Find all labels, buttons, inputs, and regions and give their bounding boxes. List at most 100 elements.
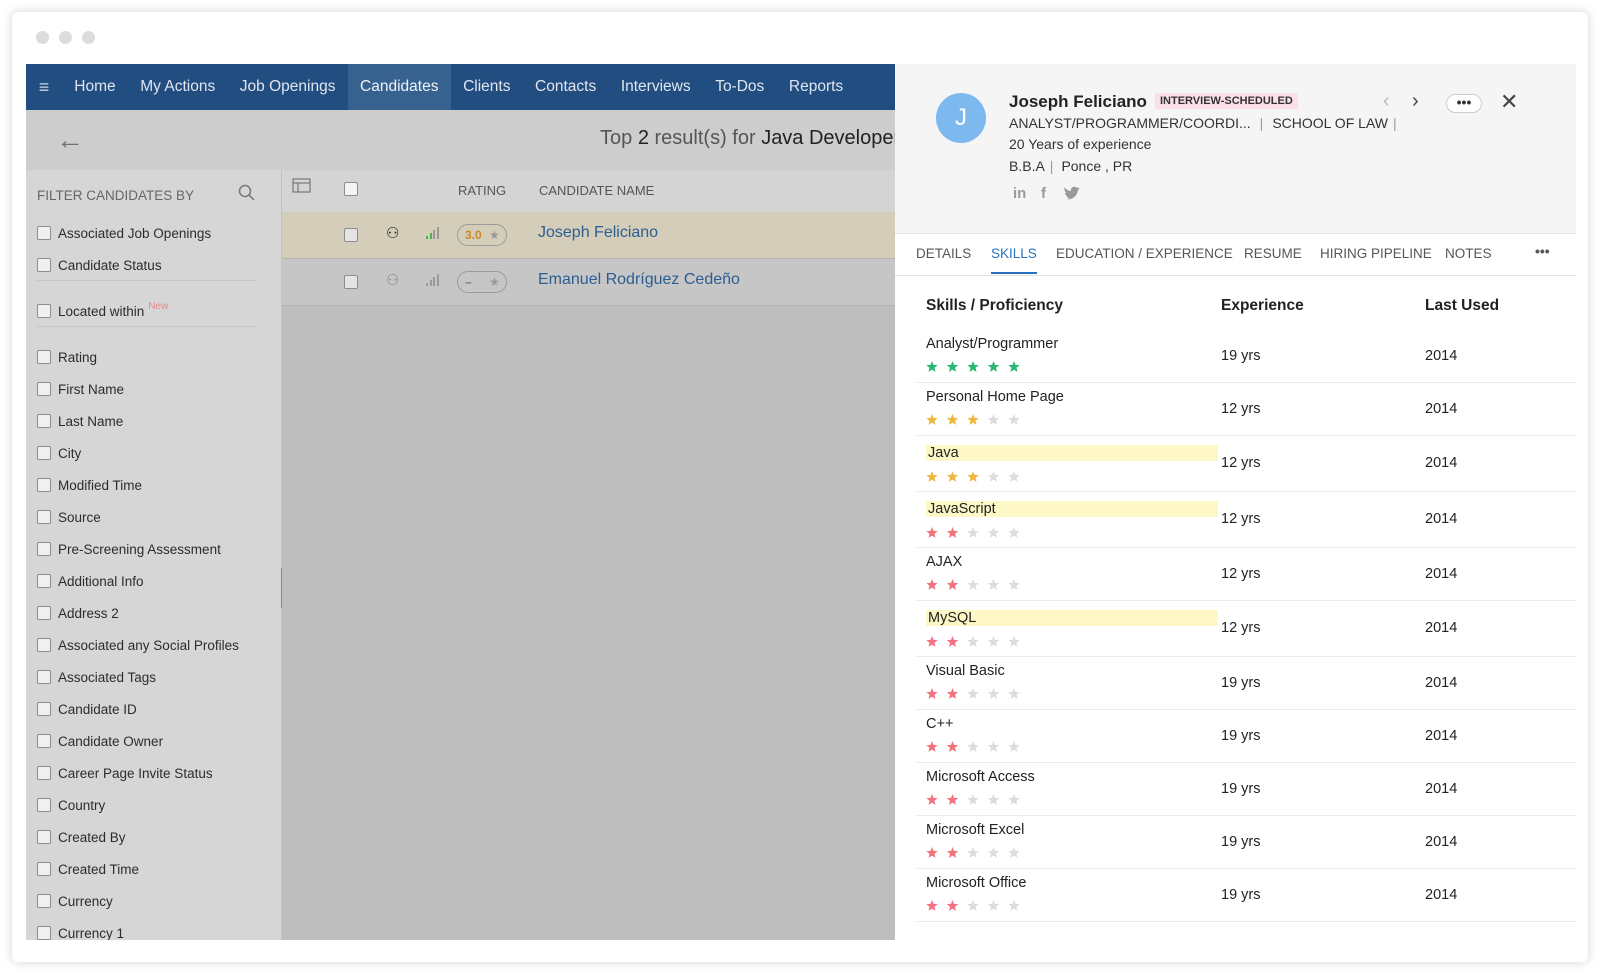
close-button[interactable]: ✕	[1500, 89, 1519, 114]
filter-checkbox[interactable]	[37, 702, 51, 716]
filter-item[interactable]: Currency 1	[37, 923, 124, 940]
tab[interactable]: HIRING PIPELINE	[1320, 246, 1432, 261]
skill-name: Microsoft Office	[926, 875, 1027, 891]
filter-checkbox[interactable]	[37, 304, 51, 318]
candidate-name[interactable]: Emanuel Rodríguez Cedeño	[538, 271, 740, 288]
filter-item[interactable]: Last Name	[37, 411, 123, 431]
filter-checkbox[interactable]	[37, 862, 51, 876]
row-checkbox[interactable]	[344, 275, 358, 289]
signal-bar	[436, 227, 439, 239]
filter-item[interactable]: Additional Info	[37, 571, 144, 591]
signal-bar	[426, 283, 428, 286]
filter-item[interactable]: Country	[37, 795, 105, 815]
filter-label: Career Page Invite Status	[58, 765, 213, 781]
skill-last-used: 2014	[1425, 400, 1458, 417]
skills-column-header: Skills / Proficiency	[926, 297, 1063, 314]
star	[1008, 900, 1020, 911]
candidate-row[interactable]: ⚇ 3.0 ★ Joseph Feliciano	[282, 212, 895, 259]
nav-item[interactable]: Clients	[463, 78, 511, 95]
filter-item[interactable]: Associated any Social Profiles	[37, 635, 239, 655]
tab[interactable]: RESUME	[1244, 246, 1302, 261]
skill-experience: 12 yrs	[1221, 620, 1261, 636]
filter-checkbox[interactable]	[37, 798, 51, 812]
filter-item[interactable]: Candidate Status	[37, 255, 162, 275]
filter-item[interactable]: Candidate Owner	[37, 731, 163, 751]
skill-experience: 12 yrs	[1221, 400, 1261, 417]
filter-item[interactable]: Located within New	[37, 301, 168, 321]
star	[946, 900, 959, 911]
filter-checkbox[interactable]	[37, 670, 51, 684]
binoculars-icon[interactable]: ⚇	[386, 272, 400, 289]
skill-stars	[926, 847, 1020, 858]
filter-item[interactable]: City	[37, 443, 81, 463]
filter-checkbox[interactable]	[37, 510, 51, 524]
star	[1008, 741, 1020, 752]
filter-item[interactable]: Created By	[37, 827, 126, 847]
filter-checkbox[interactable]	[37, 226, 51, 240]
filter-item[interactable]: Associated Tags	[37, 667, 156, 687]
nav-item[interactable]: Candidates	[347, 64, 451, 110]
rating-pill[interactable]: 3.0 ★	[457, 224, 507, 246]
nav-item[interactable]: Job Openings	[239, 78, 336, 95]
filter-checkbox[interactable]	[37, 638, 51, 652]
filter-checkbox[interactable]	[37, 830, 51, 844]
filter-checkbox[interactable]	[37, 542, 51, 556]
filter-checkbox[interactable]	[37, 478, 51, 492]
filter-checkbox[interactable]	[37, 574, 51, 588]
nav-item[interactable]: Contacts	[535, 78, 597, 95]
filter-checkbox[interactable]	[37, 734, 51, 748]
star	[967, 688, 979, 699]
twitter-icon[interactable]	[1063, 186, 1081, 202]
nav-item[interactable]: Reports	[788, 78, 844, 95]
select-all-checkbox[interactable]	[344, 182, 358, 196]
more-tabs[interactable]: •••	[1535, 243, 1550, 259]
filter-checkbox[interactable]	[37, 446, 51, 460]
candidate-name[interactable]: Joseph Feliciano	[538, 224, 659, 241]
nav-item[interactable]: My Actions	[140, 78, 216, 95]
filter-item[interactable]: Created Time	[37, 859, 139, 879]
previous-button[interactable]: ‹	[1383, 90, 1390, 112]
tab[interactable]: SKILLS	[991, 233, 1037, 274]
rating-value: 3.0	[465, 228, 482, 242]
filter-checkbox[interactable]	[37, 766, 51, 780]
more-button[interactable]: •••	[1446, 94, 1482, 113]
filter-checkbox[interactable]	[37, 382, 51, 396]
filter-checkbox[interactable]	[37, 414, 51, 428]
filter-item[interactable]: Rating	[37, 347, 97, 367]
skill-experience: 19 yrs	[1221, 674, 1261, 691]
filter-checkbox[interactable]	[37, 258, 51, 272]
star	[987, 414, 1000, 425]
filter-checkbox[interactable]	[37, 350, 51, 364]
nav-item[interactable]: To-Dos	[715, 78, 765, 95]
filter-item[interactable]: Career Page Invite Status	[37, 763, 213, 783]
linkedin-icon[interactable]: in	[1013, 185, 1027, 202]
search-icon[interactable]	[238, 184, 256, 202]
result-count: 2	[637, 127, 649, 149]
filter-checkbox[interactable]	[37, 606, 51, 620]
column-settings-icon[interactable]	[292, 178, 314, 196]
nav-item[interactable]: Home	[74, 78, 116, 95]
tab[interactable]: NOTES	[1445, 246, 1492, 261]
filter-item[interactable]: Modified Time	[37, 475, 142, 495]
tab[interactable]: DETAILS	[916, 246, 972, 261]
filter-item[interactable]: Pre-Screening Assessment	[37, 539, 221, 559]
binoculars-icon[interactable]: ⚇	[386, 225, 400, 242]
row-checkbox[interactable]	[344, 228, 358, 242]
filter-item[interactable]: First Name	[37, 379, 124, 399]
filter-checkbox[interactable]	[37, 894, 51, 908]
next-button[interactable]: ›	[1412, 90, 1419, 112]
menu-icon[interactable]: ≡	[38, 76, 50, 97]
facebook-icon[interactable]: f	[1041, 185, 1046, 202]
tab[interactable]: EDUCATION / EXPERIENCE	[1056, 246, 1233, 261]
filter-item[interactable]: Address 2	[37, 603, 119, 623]
filter-item[interactable]: Currency	[37, 891, 113, 911]
candidate-row[interactable]: ⚇ – ★ Emanuel Rodríguez Cedeño	[282, 259, 895, 306]
nav-item[interactable]: Interviews	[620, 78, 691, 95]
filter-item[interactable]: Associated Job Openings	[37, 223, 211, 243]
rating-pill[interactable]: – ★	[457, 271, 507, 293]
filter-item[interactable]: Source	[37, 507, 101, 527]
back-button[interactable]: ←	[56, 124, 84, 155]
filter-item[interactable]: Candidate ID	[37, 699, 137, 719]
filter-checkbox[interactable]	[37, 926, 51, 940]
skills-column-header: Experience	[1221, 297, 1304, 314]
